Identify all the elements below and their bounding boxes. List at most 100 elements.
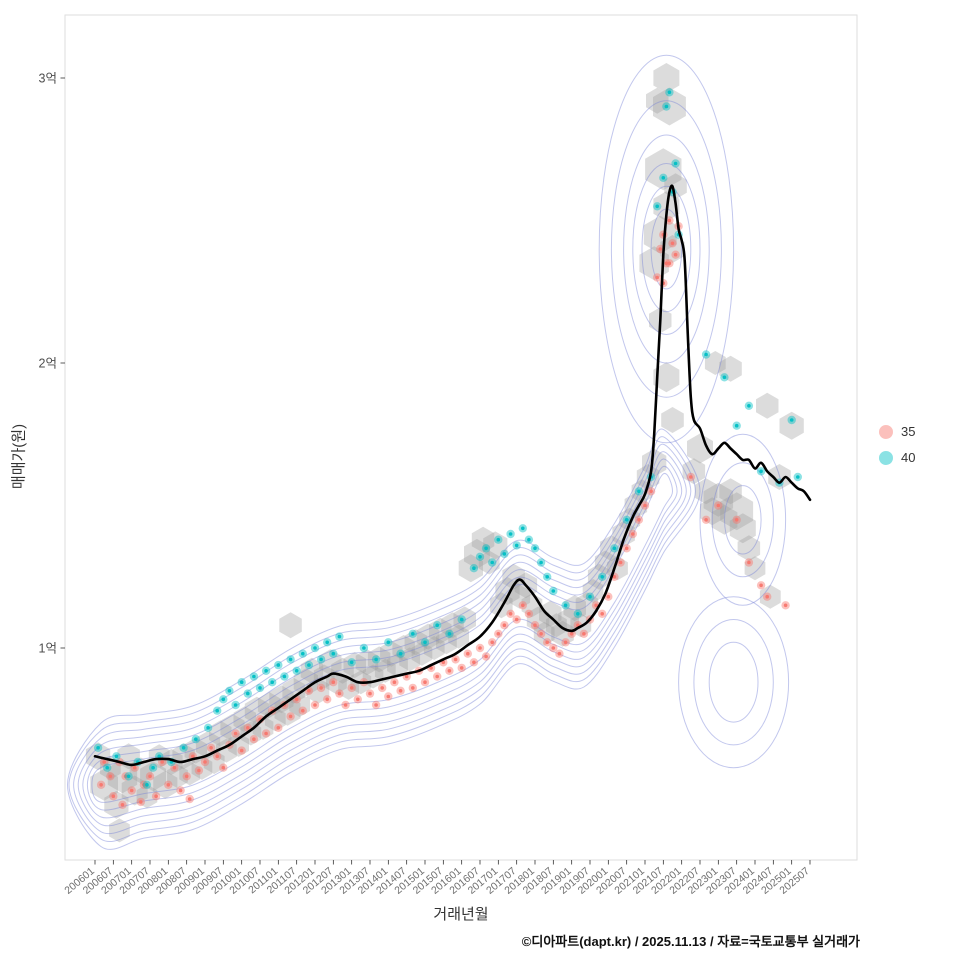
hexbin-cell <box>380 640 403 667</box>
data-point-core <box>588 594 592 599</box>
data-point-core <box>126 774 131 779</box>
data-point-core <box>539 632 543 636</box>
hexbin-cell <box>756 392 779 419</box>
data-point-core <box>356 697 360 702</box>
data-point-core <box>472 660 476 665</box>
y-tick-label: 3억 <box>39 72 57 86</box>
hexbin-cell <box>319 649 342 676</box>
data-point-core <box>319 657 323 662</box>
data-point-core <box>331 680 336 684</box>
data-point-core <box>765 594 769 599</box>
data-point-core <box>349 660 354 665</box>
data-point-core <box>239 748 244 753</box>
data-point-core <box>624 518 629 522</box>
hexbin-cell <box>104 790 129 819</box>
data-point-core <box>582 632 586 636</box>
hexbin-cell <box>289 693 311 717</box>
data-point-core <box>411 686 415 690</box>
hexbin-cell <box>107 759 138 794</box>
data-point-core <box>282 674 287 679</box>
data-point-core <box>606 594 611 599</box>
data-point-core <box>783 603 788 608</box>
contour-band <box>73 443 692 835</box>
data-point-core <box>612 575 617 579</box>
data-point-core <box>239 680 244 684</box>
data-point-core <box>123 774 128 779</box>
data-point-core <box>496 537 501 542</box>
hexbin-cell <box>575 592 599 619</box>
data-point-core <box>398 651 403 656</box>
data-point-core <box>99 783 103 787</box>
hexbin-cell <box>464 538 490 569</box>
data-point-core <box>276 663 281 667</box>
data-point-core <box>618 560 623 565</box>
hexbin-cell <box>392 635 415 661</box>
data-point-core <box>624 546 629 551</box>
contour-ellipse <box>623 134 710 364</box>
data-point-core <box>563 640 568 645</box>
contour-ellipse <box>632 163 701 335</box>
data-point-core <box>270 680 275 684</box>
data-point-core <box>557 651 562 656</box>
data-point-core <box>203 760 207 764</box>
hexbin-cell <box>661 407 684 433</box>
hexbin-cell <box>404 629 428 656</box>
data-point-core <box>246 726 250 730</box>
data-point-core <box>206 726 210 730</box>
data-point-core <box>258 686 262 690</box>
contour-ellipse <box>641 185 692 313</box>
data-point-core <box>441 660 446 665</box>
data-point-core <box>631 532 635 536</box>
data-point-core <box>545 575 549 579</box>
data-point-core <box>496 632 501 636</box>
data-point-core <box>337 691 342 696</box>
hexbin-cell <box>533 621 555 646</box>
data-point-core <box>129 788 134 793</box>
hexbin-cell <box>228 732 249 757</box>
hexbin-cell <box>759 584 781 609</box>
data-point-core <box>313 646 317 650</box>
data-point-core <box>551 646 556 650</box>
hexbin-cell <box>429 617 452 644</box>
hexbin-cell <box>436 630 457 655</box>
source-caption: ©디아파트(dapt.kr) / 2025.11.13 / 자료=국토교통부 실… <box>521 934 860 949</box>
data-point-core <box>722 375 727 380</box>
hexbin-cell <box>502 563 525 590</box>
data-point-core <box>398 689 403 693</box>
data-point-core <box>233 703 238 707</box>
hexbin-cell <box>646 87 669 114</box>
data-point-core <box>160 760 164 764</box>
hexbin-cell <box>416 623 440 650</box>
hexbin-cell <box>269 685 294 714</box>
data-point-core <box>145 783 149 787</box>
hexbin-cell <box>704 351 726 375</box>
data-point-core <box>716 503 721 508</box>
data-point-core <box>307 663 311 667</box>
data-point-core <box>459 666 464 670</box>
data-point-core <box>747 560 751 565</box>
data-point-core <box>221 697 226 702</box>
data-point-core <box>539 560 543 565</box>
legend-label-40: 40 <box>901 450 916 465</box>
data-point-core <box>276 726 281 730</box>
hexbin-cell <box>768 464 791 490</box>
contour-band <box>82 458 683 819</box>
data-point-core <box>132 765 137 770</box>
data-point-core <box>796 475 800 479</box>
hexbin-cell <box>252 715 274 740</box>
density-contours <box>66 54 790 850</box>
data-point-core <box>667 261 672 266</box>
data-point-core <box>459 617 464 622</box>
data-point-core <box>667 90 672 95</box>
hexbin-cell <box>343 652 366 679</box>
data-point-core <box>673 252 678 257</box>
contour-band <box>77 451 687 827</box>
hexbin-cell <box>220 713 245 742</box>
data-point-core <box>191 754 195 759</box>
trend-line <box>93 184 812 767</box>
hexbin-cell <box>121 775 148 806</box>
data-point-core <box>209 746 213 750</box>
data-point-core <box>151 765 155 770</box>
data-point-core <box>478 555 482 559</box>
